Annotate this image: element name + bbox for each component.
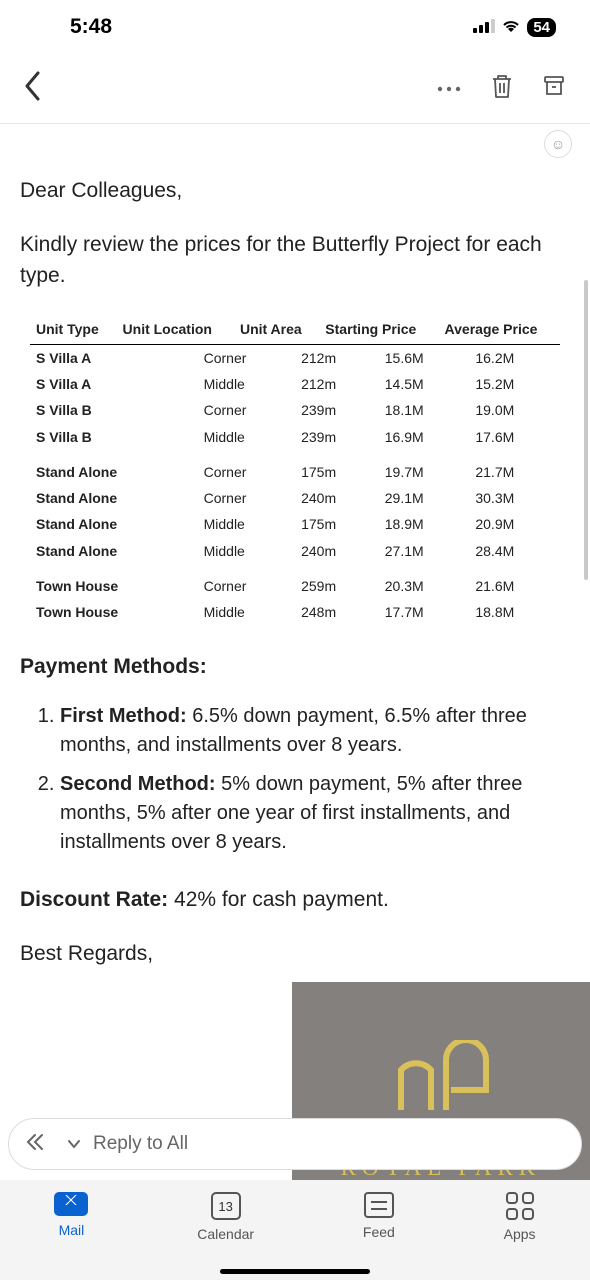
wifi-icon: [501, 15, 521, 39]
scroll-indicator: [584, 280, 588, 580]
table-row: S Villa AMiddle212m14.5M15.2M: [30, 371, 560, 397]
greeting: Dear Colleagues,: [20, 176, 570, 206]
react-button[interactable]: ☺: [544, 130, 572, 158]
battery-badge: 54: [527, 18, 556, 37]
more-icon[interactable]: [436, 80, 462, 98]
tab-calendar[interactable]: 13 Calendar: [197, 1192, 254, 1242]
discount-line: Discount Rate: 42% for cash payment.: [20, 885, 570, 915]
reply-placeholder: Reply to All: [93, 1133, 188, 1155]
table-row: S Villa ACorner212m15.6M16.2M: [30, 345, 560, 371]
payment-methods-list: First Method: 6.5% down payment, 6.5% af…: [20, 702, 570, 857]
table-header: Unit Location: [117, 315, 234, 344]
table-row: Stand AloneCorner175m19.7M21.7M: [30, 450, 560, 485]
mail-icon: [54, 1192, 88, 1216]
intro-text: Kindly review the prices for the Butterf…: [20, 230, 570, 291]
archive-icon[interactable]: [542, 74, 566, 103]
payment-method-item: Second Method: 5% down payment, 5% after…: [60, 770, 570, 857]
feed-icon: [364, 1192, 394, 1218]
table-row: S Villa BCorner239m18.1M19.0M: [30, 397, 560, 423]
mail-toolbar: [0, 54, 590, 124]
table-row: Town HouseCorner259m20.3M21.6M: [30, 564, 560, 599]
cellular-icon: [473, 15, 495, 39]
status-time: 5:48: [70, 15, 112, 39]
table-header: Unit Type: [30, 315, 117, 344]
discount-text: 42% for cash payment.: [168, 888, 389, 911]
payment-title: Payment Methods:: [20, 652, 570, 682]
tab-feed-label: Feed: [363, 1224, 395, 1240]
table-row: Stand AloneMiddle175m18.9M20.9M: [30, 511, 560, 537]
logo-mark-icon: [371, 1040, 511, 1130]
tab-mail-label: Mail: [59, 1222, 85, 1238]
reply-chevron-down-icon[interactable]: [67, 1133, 81, 1155]
table-row: S Villa BMiddle239m16.9M17.6M: [30, 424, 560, 450]
table-header: Starting Price: [319, 315, 438, 344]
table-row: Stand AloneMiddle240m27.1M28.4M: [30, 538, 560, 564]
apps-icon: [506, 1192, 534, 1220]
status-bar: 5:48 54: [0, 0, 590, 54]
email-body: Dear Colleagues, Kindly review the price…: [0, 158, 590, 970]
price-table: Unit TypeUnit LocationUnit AreaStarting …: [20, 315, 570, 625]
home-indicator: [220, 1269, 370, 1274]
tab-calendar-label: Calendar: [197, 1226, 254, 1242]
regards: Best Regards,: [20, 939, 570, 969]
back-button[interactable]: [24, 71, 42, 106]
status-right: 54: [473, 15, 556, 39]
calendar-icon: 13: [211, 1192, 241, 1220]
tab-mail[interactable]: Mail: [54, 1192, 88, 1238]
table-header: Average Price: [439, 315, 560, 344]
reaction-row: ☺: [0, 124, 590, 158]
tab-apps[interactable]: Apps: [504, 1192, 536, 1242]
reply-all-icon: [25, 1133, 55, 1156]
table-row: Town HouseMiddle248m17.7M18.8M: [30, 599, 560, 625]
table-header: Unit Area: [234, 315, 319, 344]
reply-bar[interactable]: Reply to All: [8, 1118, 582, 1170]
tab-feed[interactable]: Feed: [363, 1192, 395, 1240]
table-row: Stand AloneCorner240m29.1M30.3M: [30, 485, 560, 511]
tab-apps-label: Apps: [504, 1226, 536, 1242]
discount-label: Discount Rate:: [20, 888, 168, 911]
bottom-nav: Mail 13 Calendar Feed Apps: [0, 1180, 590, 1280]
payment-method-item: First Method: 6.5% down payment, 6.5% af…: [60, 702, 570, 760]
trash-icon[interactable]: [490, 73, 514, 104]
